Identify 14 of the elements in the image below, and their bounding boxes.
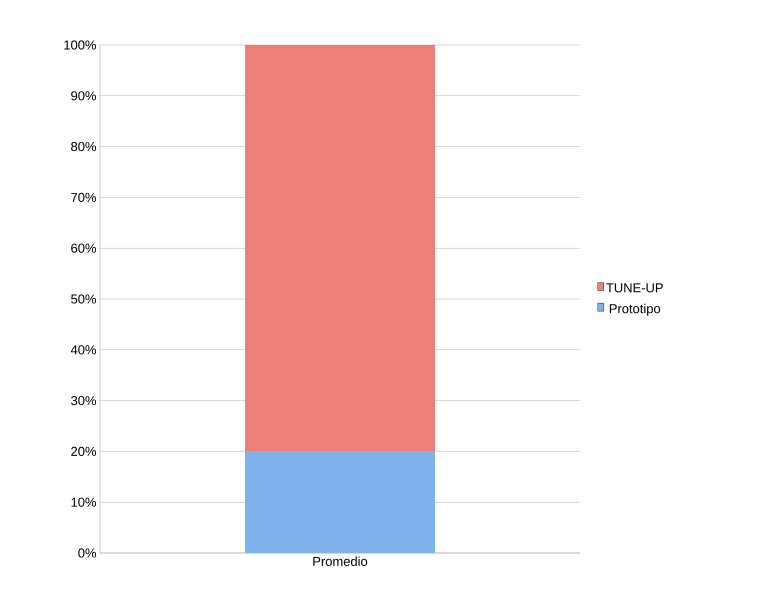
y-tick-label: 30% [71,396,96,406]
y-tick-label: 70% [71,192,96,202]
y-tick-label: 60% [71,244,96,253]
y-tick-label: 100% [64,40,96,50]
y-tick-label: 20% [71,446,96,456]
y-tick-label: 40% [70,345,96,354]
y-tick-label: 80% [71,142,96,152]
y-tick-label: 0% [78,548,96,558]
y-tick-label: 50% [71,294,96,304]
legend-label: Prototipo [610,304,660,316]
legend-label: TUNE-UP [606,283,663,292]
x-tick-label: Promedio [313,556,368,566]
y-tick-label: 10% [72,498,96,507]
y-tick-label: 90% [71,91,96,100]
